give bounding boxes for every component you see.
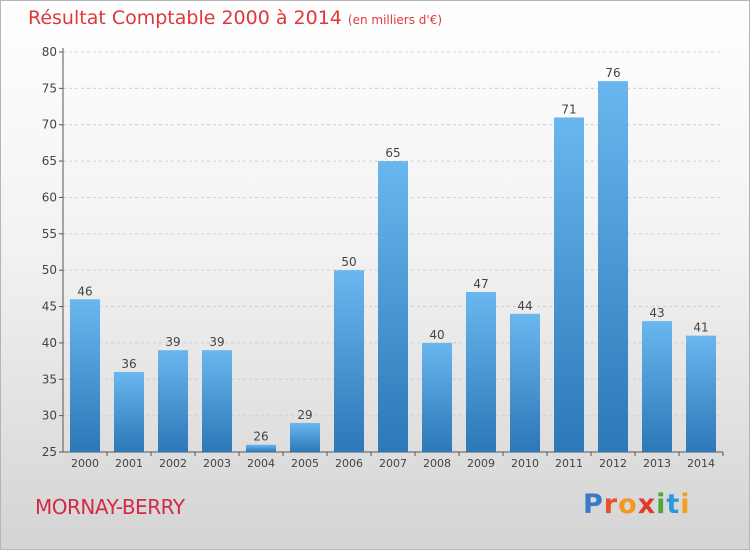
x-tick-label: 2009	[467, 457, 495, 470]
chart-title: Résultat Comptable 2000 à 2014 (en millie…	[28, 7, 442, 29]
logo-letter: i	[656, 489, 667, 520]
x-tick-label: 2006	[335, 457, 363, 470]
bars	[70, 81, 716, 453]
data-label-2002: 39	[165, 335, 180, 349]
data-label-2001: 36	[121, 357, 136, 371]
x-tick-label: 2010	[511, 457, 539, 470]
y-tick-label: 60	[42, 190, 57, 204]
x-tick-label: 2013	[643, 457, 671, 470]
chart-title-text: Résultat Comptable 2000 à 2014	[28, 7, 342, 29]
logo-letter: t	[666, 489, 681, 520]
logo-letter: x	[637, 489, 657, 520]
y-tick-label: 50	[42, 263, 57, 277]
bar-2013	[642, 321, 672, 452]
y-tick-labels: 25 30 35 40 45 50 55 60 65 70 75 80	[42, 45, 57, 459]
bar-2008	[422, 342, 452, 452]
x-tick-label: 2004	[247, 457, 275, 470]
logo-letter: r	[603, 489, 619, 520]
bar-2003	[202, 350, 232, 452]
data-label-2000: 46	[77, 284, 92, 298]
bar-2007	[378, 161, 408, 452]
x-tick-label: 2014	[687, 457, 715, 470]
logo-letter: o	[618, 489, 638, 520]
y-tick-label: 45	[42, 300, 57, 314]
bar-2012	[598, 81, 628, 452]
x-tick-label: 2002	[159, 457, 187, 470]
y-tick-label: 25	[42, 445, 57, 459]
data-label-2005: 29	[297, 408, 312, 422]
y-tick-label: 65	[42, 154, 57, 168]
y-tick-label: 75	[42, 81, 57, 95]
bar-2001	[114, 372, 144, 452]
proxiti-logo: Proxiti	[583, 489, 691, 520]
data-labels: 46 36 39 39 26 29 50 65 40 47 44 71 76 43 41	[77, 66, 708, 444]
x-tick-label: 2001	[115, 457, 143, 470]
x-tick-label: 2007	[379, 457, 407, 470]
place-name: MORNAY-BERRY	[35, 495, 185, 519]
data-label-2011: 71	[561, 102, 576, 116]
y-tick-label: 40	[42, 336, 57, 350]
y-tick-label: 30	[42, 409, 57, 423]
chart-subtitle: (en milliers d'€)	[347, 13, 443, 27]
y-tick-label: 35	[42, 372, 57, 386]
logo-letter: P	[583, 489, 604, 520]
data-label-2010: 44	[517, 299, 532, 313]
data-label-2012: 76	[605, 66, 620, 80]
bar-2006	[334, 270, 364, 452]
x-tick-labels: 2000 2001 2002 2003 2004 2005 2006 2007 2008 2009…	[71, 457, 715, 470]
x-tick-label: 2000	[71, 457, 99, 470]
bar-2010	[510, 313, 540, 452]
x-tick-label: 2012	[599, 457, 627, 470]
x-tick-label: 2003	[203, 457, 231, 470]
bar-2005	[290, 422, 320, 452]
data-label-2006: 50	[341, 255, 356, 269]
data-label-2008: 40	[429, 328, 444, 342]
x-tick-label: 2011	[555, 457, 583, 470]
data-label-2013: 43	[649, 306, 664, 320]
y-tick-label: 55	[42, 227, 57, 241]
data-label-2003: 39	[209, 335, 224, 349]
bar-2011	[554, 117, 584, 453]
bar-2004	[246, 444, 276, 452]
data-label-2004: 26	[253, 430, 268, 444]
data-label-2009: 47	[473, 277, 488, 291]
x-tick-label: 2005	[291, 457, 319, 470]
data-label-2007: 65	[385, 146, 400, 160]
bar-2002	[158, 350, 188, 452]
y-tick-label: 70	[42, 118, 57, 132]
y-tick-label: 80	[42, 45, 57, 59]
x-tick-label: 2008	[423, 457, 451, 470]
bar-2000	[70, 299, 100, 452]
bar-2009	[466, 292, 496, 452]
data-label-2014: 41	[693, 321, 708, 335]
bar-2014	[686, 335, 716, 452]
logo-letter: i	[680, 489, 691, 520]
